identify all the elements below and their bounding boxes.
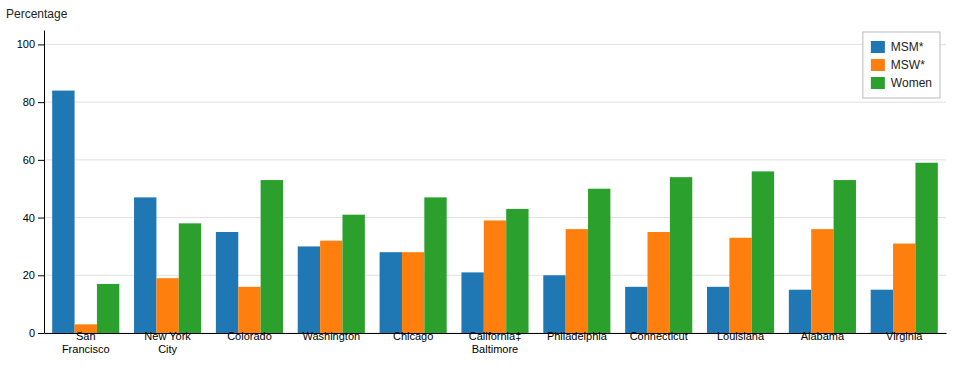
y-tick-mark	[38, 160, 44, 161]
bar	[461, 272, 483, 333]
bar	[834, 180, 856, 333]
bar	[566, 229, 588, 333]
bar	[752, 171, 774, 333]
x-tick-label: Louisiana	[717, 330, 765, 342]
bar	[915, 163, 937, 333]
y-axis: 0 20 40 60 80 100	[17, 31, 45, 340]
y-tick-label: 80	[23, 96, 35, 108]
x-tick-label: Philadelphia	[547, 330, 608, 342]
chart: 0 20 40 60 80 100 SanFrancisco New YorkCity Colo…	[0, 0, 960, 377]
chart-container: 0 20 40 60 80 100 SanFrancisco New YorkCity Colo…	[0, 0, 960, 377]
x-tick-label: SanFrancisco	[62, 330, 110, 355]
x-tick: Philadelphia	[547, 330, 608, 342]
legend-label: Women	[891, 76, 932, 90]
bar	[506, 209, 528, 333]
y-tick: 80	[23, 96, 44, 108]
y-tick-label: 20	[23, 269, 35, 281]
bar	[402, 252, 424, 333]
bar	[424, 197, 446, 333]
bar	[97, 284, 119, 333]
bar-series	[52, 91, 893, 333]
y-axis-line	[44, 31, 45, 334]
y-tick: 0	[29, 327, 44, 339]
bar	[216, 232, 238, 333]
x-tick: Virginia	[886, 330, 923, 342]
x-tick-label: Connecticut	[630, 330, 688, 342]
bar	[811, 229, 833, 333]
bar	[298, 246, 320, 333]
y-tick: 20	[23, 269, 44, 281]
x-tick: Connecticut	[630, 330, 688, 342]
grid-line	[44, 44, 946, 45]
x-tick: Washington	[302, 330, 360, 342]
legend-swatch	[871, 77, 885, 89]
bar	[893, 244, 915, 333]
bars	[52, 91, 938, 333]
bar	[179, 223, 201, 333]
y-tick-label: 100	[17, 38, 35, 50]
x-tick: Louisiana	[717, 330, 765, 342]
bar	[320, 241, 342, 333]
legend-item: MSW*	[871, 58, 925, 72]
legend-label: MSM*	[891, 40, 924, 54]
bar	[648, 232, 670, 333]
y-tick: 60	[23, 154, 44, 166]
bar	[789, 290, 811, 333]
grid-line	[44, 217, 946, 218]
bar	[871, 290, 893, 333]
bar	[261, 180, 283, 333]
bar	[342, 215, 364, 333]
y-tick-label: 0	[29, 327, 35, 339]
x-tick: New YorkCity	[144, 330, 191, 355]
bar	[134, 197, 156, 333]
grid-line	[44, 102, 946, 103]
x-tick: Chicago	[393, 330, 433, 342]
x-tick-label: Chicago	[393, 330, 433, 342]
y-tick-mark	[38, 44, 44, 45]
legend-item: MSM*	[871, 40, 924, 54]
x-tick: California‡Baltimore	[469, 330, 522, 355]
y-tick-mark	[38, 275, 44, 276]
bar	[543, 275, 565, 333]
x-tick-label: California‡Baltimore	[469, 330, 522, 355]
x-tick-label: Washington	[302, 330, 360, 342]
x-tick-label: Alabama	[801, 330, 845, 342]
bar	[52, 91, 74, 333]
legend: MSM* MSW* Women	[863, 32, 940, 98]
bar	[707, 287, 729, 333]
y-tick-mark	[38, 102, 44, 103]
bar	[588, 189, 610, 333]
x-tick: Alabama	[801, 330, 845, 342]
x-tick-label: Colorado	[227, 330, 272, 342]
y-label: Percentage	[6, 7, 68, 21]
y-tick: 40	[23, 212, 44, 224]
legend-box	[863, 32, 940, 98]
x-tick-label: New YorkCity	[144, 330, 191, 355]
x-tick: SanFrancisco	[62, 330, 110, 355]
legend-item: Women	[871, 76, 932, 90]
x-tick-label: Virginia	[886, 330, 923, 342]
legend-label: MSW*	[891, 58, 925, 72]
bar	[380, 252, 402, 333]
bar	[625, 287, 647, 333]
y-tick-label: 40	[23, 212, 35, 224]
y-tick: 100	[17, 38, 44, 50]
bar-series	[97, 163, 938, 333]
y-tick-mark	[38, 333, 44, 334]
y-tick-mark	[38, 218, 44, 219]
grid-line	[44, 159, 946, 160]
x-axis: SanFrancisco New YorkCity Colorado Washingt…	[45, 330, 947, 355]
bar	[156, 278, 178, 333]
bar	[238, 287, 260, 333]
bar	[729, 238, 751, 333]
bar-series	[75, 220, 916, 333]
x-tick: Colorado	[227, 330, 272, 342]
bar	[670, 177, 692, 333]
grid	[44, 44, 946, 333]
bar	[484, 220, 506, 333]
legend-swatch	[871, 59, 885, 71]
y-tick-label: 60	[23, 154, 35, 166]
legend-swatch	[871, 41, 885, 53]
